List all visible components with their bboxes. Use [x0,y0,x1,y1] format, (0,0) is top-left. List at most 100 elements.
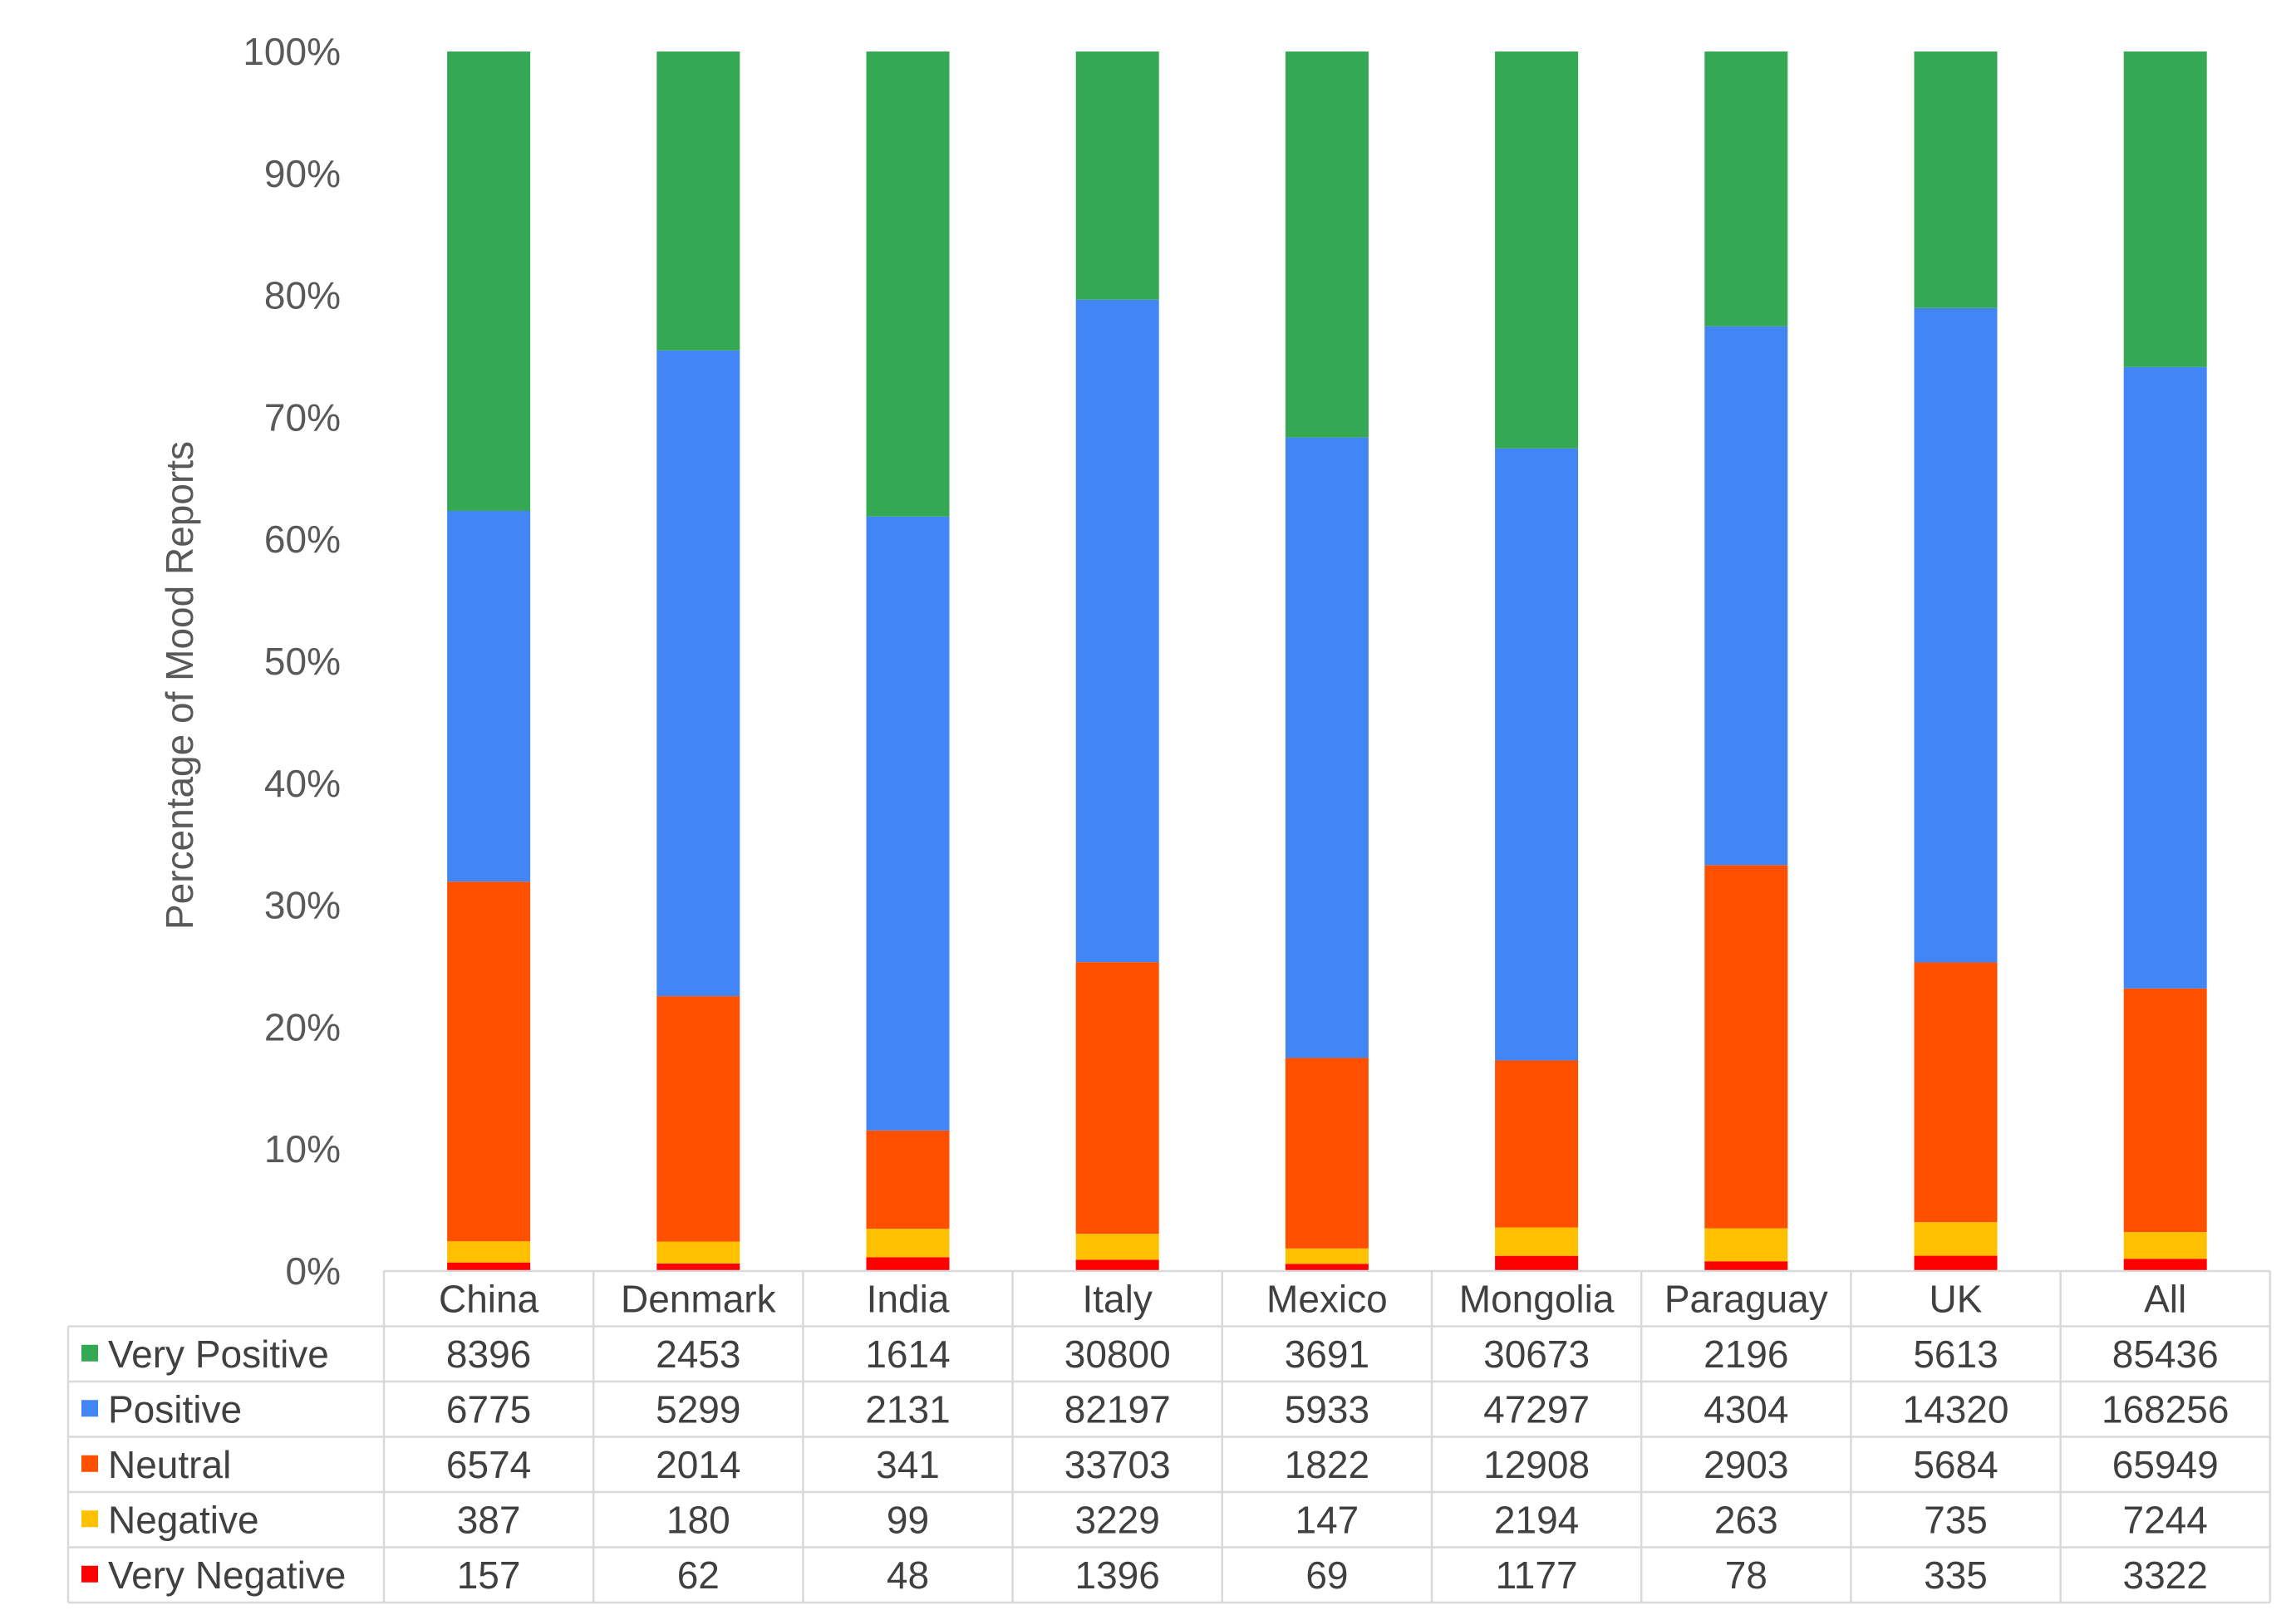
bar-uk-neutral [1914,962,1998,1223]
table-cell: 47297 [1483,1387,1590,1431]
category-label-china: China [439,1277,539,1320]
bar-mexico-negative [1285,1248,1369,1264]
y-axis-title: Percentage of Mood Reports [158,441,201,930]
bar-italy-very-negative [1075,1259,1159,1271]
legend-key-neutral [81,1455,98,1472]
table-cell: 4304 [1704,1387,1788,1431]
category-label-paraguay: Paraguay [1664,1277,1828,1320]
table-cell: 387 [457,1498,521,1541]
table-cell: 2453 [656,1333,740,1376]
y-tick-label: 100% [243,30,341,73]
row-label-very-negative: Very Negative [108,1554,346,1597]
table-cell: 5299 [656,1387,740,1431]
table-cell: 8396 [446,1333,531,1376]
bar-italy-very-positive [1075,52,1159,300]
y-tick-label: 60% [264,518,341,561]
category-label-india: India [867,1277,950,1320]
table-cell: 6574 [446,1443,531,1486]
bar-mexico-very-negative [1285,1264,1369,1271]
bar-mexico-neutral [1285,1058,1369,1249]
y-tick-label: 40% [264,762,341,805]
bar-uk-negative [1914,1222,1998,1256]
table-cell: 168256 [2102,1387,2230,1431]
row-label-very-positive: Very Positive [108,1333,329,1376]
bar-india-negative [866,1229,950,1258]
table-cell: 33703 [1064,1443,1171,1486]
table-cell: 2014 [656,1443,740,1486]
table-cell: 335 [1924,1554,1988,1597]
bar-paraguay-very-negative [1704,1261,1788,1271]
table-cell: 99 [887,1498,929,1541]
table-cell: 30800 [1064,1333,1171,1376]
category-label-all: All [2144,1277,2186,1320]
bar-all-negative [2123,1232,2207,1259]
bar-paraguay-positive [1704,326,1788,866]
table-cell: 78 [1725,1554,1767,1597]
y-tick-label: 50% [264,640,341,683]
bar-india-very-negative [866,1257,950,1271]
table-cell: 1396 [1075,1554,1160,1597]
bar-italy-neutral [1075,962,1159,1234]
category-label-uk: UK [1930,1277,1983,1320]
bar-paraguay-very-positive [1704,52,1788,326]
y-tick-label: 70% [264,395,341,439]
table-cell: 263 [1714,1498,1778,1541]
table-cell: 3229 [1075,1498,1160,1541]
bar-mexico-positive [1285,437,1369,1058]
table-cell: 2903 [1704,1443,1788,1486]
bar-paraguay-neutral [1704,865,1788,1229]
row-label-negative: Negative [108,1498,259,1541]
table-cell: 341 [876,1443,940,1486]
bar-denmark-very-positive [656,52,740,351]
legend-key-negative [81,1510,98,1528]
category-label-mexico: Mexico [1266,1277,1388,1320]
table-cell: 62 [677,1554,720,1597]
y-tick-label: 10% [264,1127,341,1171]
category-label-denmark: Denmark [621,1277,777,1320]
table-cell: 69 [1305,1554,1348,1597]
bar-italy-negative [1075,1234,1159,1260]
table-cell: 5933 [1285,1387,1369,1431]
bar-mongolia-very-positive [1495,52,1579,449]
bar-italy-positive [1075,299,1159,963]
bar-all-positive [2123,366,2207,989]
bar-paraguay-negative [1704,1228,1788,1262]
y-tick-label: 30% [264,884,341,927]
bar-mongolia-neutral [1495,1060,1579,1228]
table-cell: 30673 [1483,1333,1590,1376]
table-cell: 48 [887,1554,929,1597]
bar-mongolia-positive [1495,448,1579,1061]
bar-all-very-positive [2123,52,2207,367]
table-cell: 147 [1295,1498,1359,1541]
bar-denmark-very-negative [656,1263,740,1271]
bar-denmark-positive [656,350,740,997]
bar-india-very-positive [866,52,950,517]
category-label-italy: Italy [1083,1277,1153,1320]
row-label-neutral: Neutral [108,1443,231,1486]
bar-uk-positive [1914,307,1998,963]
bar-denmark-negative [656,1241,740,1264]
table-cell: 6775 [446,1387,531,1431]
bar-uk-very-negative [1914,1255,1998,1271]
bar-china-very-negative [447,1262,531,1271]
table-cell: 82197 [1064,1387,1171,1431]
category-label-mongolia: Mongolia [1459,1277,1615,1320]
legend-key-very-negative [81,1565,98,1583]
bar-india-positive [866,516,950,1131]
table-cell: 735 [1924,1498,1988,1541]
table-cell: 5684 [1913,1443,1998,1486]
legend-key-very-positive [81,1344,98,1362]
y-tick-label: 0% [286,1249,341,1293]
bars [447,52,2207,1271]
table-cell: 1177 [1496,1554,1578,1597]
table-cell: 7244 [2123,1498,2208,1541]
table-cell: 1614 [865,1333,950,1376]
table-cell: 12908 [1483,1443,1590,1486]
table-cell: 14320 [1903,1387,2009,1431]
bar-mongolia-negative [1495,1227,1579,1256]
table-cell: 85436 [2112,1333,2219,1376]
bar-mexico-very-positive [1285,52,1369,438]
bar-mongolia-very-negative [1495,1255,1579,1271]
bar-india-neutral [866,1130,950,1230]
